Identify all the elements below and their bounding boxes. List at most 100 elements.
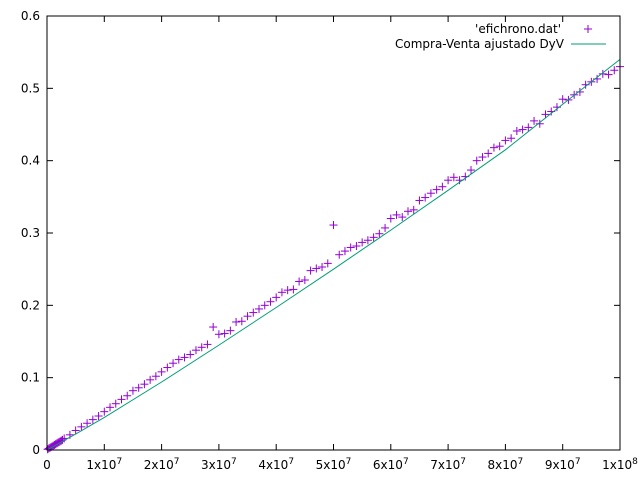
data-point [495, 142, 504, 151]
x-tick-label-exponent: 7 [403, 457, 409, 467]
data-point [220, 329, 229, 338]
data-point [117, 395, 126, 404]
legend-marker-efichrono [584, 25, 592, 33]
x-tick-label: 2x107 [144, 457, 180, 472]
x-tick-label: 0 [43, 458, 51, 472]
data-point [369, 233, 378, 242]
data-point [340, 247, 349, 256]
data-point [375, 229, 384, 238]
x-tick-label-exponent: 7 [575, 457, 581, 467]
data-point [507, 134, 516, 143]
data-point [610, 66, 619, 75]
data-point [197, 343, 206, 352]
data-point [558, 95, 567, 104]
data-point [283, 286, 292, 295]
x-tick-label-base: 2x10 [144, 458, 174, 472]
x-tick-label-base: 9x10 [545, 458, 575, 472]
x-tick-label: 7x107 [430, 457, 466, 472]
data-point [226, 326, 235, 335]
x-tick-label: 8x107 [488, 457, 524, 472]
y-tick-label: 0.1 [21, 371, 40, 385]
data-point [77, 422, 86, 431]
data-point [255, 304, 264, 313]
y-tick-label: 0.5 [21, 81, 40, 95]
data-point [203, 340, 212, 349]
x-tick-label-base: 4x10 [258, 458, 288, 472]
ticks-layer: 0 1x107 2x107 3x107 4x107 5x107 6x107 7x107 8x10… [21, 9, 638, 472]
data-point [432, 185, 441, 194]
data-point [501, 136, 510, 145]
x-tick-label: 4x107 [258, 457, 294, 472]
data-point [100, 407, 109, 416]
data-point [489, 143, 498, 152]
data-point [415, 196, 424, 205]
data-point [146, 375, 155, 384]
data-point [530, 116, 539, 125]
data-point [237, 317, 246, 326]
data-point [134, 383, 143, 392]
data-point [123, 391, 132, 400]
x-tick-label-base: 1x10 [86, 458, 116, 472]
x-tick-label-base: 7x10 [430, 458, 460, 472]
x-tick-label: 1x108 [602, 457, 638, 472]
data-point [318, 262, 327, 271]
data-point [266, 297, 275, 306]
data-point [444, 176, 453, 185]
x-tick-label-exponent: 7 [288, 457, 294, 467]
x-tick-label-base: 0 [43, 458, 51, 472]
data-point [260, 301, 269, 310]
x-tick-label: 9x107 [545, 457, 581, 472]
x-tick-label: 6x107 [373, 457, 409, 472]
data-point [438, 182, 447, 191]
data-point [83, 419, 92, 428]
data-point [323, 259, 332, 268]
y-tick-label: 0.6 [21, 9, 40, 23]
x-tick-label-base: 8x10 [488, 458, 518, 472]
data-point [598, 69, 607, 78]
data-point [518, 125, 527, 134]
x-tick-label-base: 3x10 [201, 458, 231, 472]
data-point [140, 380, 149, 389]
data-point [386, 214, 395, 223]
data-point [157, 367, 166, 376]
data-point [472, 156, 481, 165]
y-tick-label: 0 [32, 443, 40, 457]
data-point [403, 207, 412, 216]
legend: 'efichrono.dat' Compra-Venta ajustado Dy… [395, 22, 606, 51]
data-point [163, 363, 172, 372]
y-tick-label: 0.3 [21, 226, 40, 240]
data-point [484, 149, 493, 158]
data-point [535, 119, 544, 128]
data-point [512, 127, 521, 136]
y-tick-label: 0.4 [21, 154, 40, 168]
legend-label-ajuste: Compra-Venta ajustado DyV [395, 37, 565, 51]
data-point [381, 223, 390, 232]
data-point [426, 189, 435, 198]
data-point [524, 123, 533, 132]
data-point [346, 243, 355, 252]
x-tick-label-exponent: 7 [116, 457, 122, 467]
x-tick-label-exponent: 7 [174, 457, 180, 467]
x-tick-label-exponent: 8 [632, 457, 638, 467]
data-point [88, 415, 97, 424]
data-point [209, 323, 218, 332]
data-point [398, 213, 407, 222]
x-tick-label-base: 6x10 [373, 458, 403, 472]
x-tick-label-base: 1x10 [602, 458, 632, 472]
data-point [94, 412, 103, 421]
data-point [186, 350, 195, 359]
legend-label-efichrono: 'efichrono.dat' [475, 22, 561, 36]
data-point [478, 153, 487, 162]
data-point [409, 205, 418, 214]
data-point [363, 236, 372, 245]
data-point [180, 353, 189, 362]
x-tick-label: 5x107 [316, 457, 352, 472]
y-tick-label: 0.2 [21, 298, 40, 312]
data-point [295, 277, 304, 286]
data-point [300, 276, 309, 285]
data-point [111, 399, 120, 408]
fit-line [46, 59, 621, 451]
series-layer [43, 59, 624, 454]
